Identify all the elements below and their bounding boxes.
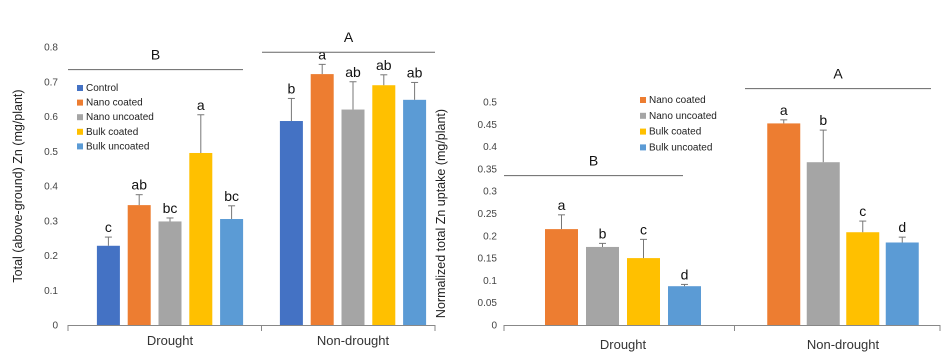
significance-letter: a (197, 97, 205, 113)
y-tick-label: 0.05 (478, 298, 498, 309)
legend-swatch (640, 144, 646, 151)
significance-letter: ab (376, 57, 392, 73)
legend-swatch (77, 99, 83, 106)
legend-swatch (77, 85, 83, 91)
group-significance-letter: A (344, 29, 354, 45)
bar (806, 162, 840, 325)
legend-label: Bulk uncoated (649, 142, 712, 153)
bar (586, 246, 619, 325)
bar (127, 205, 151, 325)
y-tick-label: 0.2 (483, 231, 497, 242)
legend-swatch (77, 128, 83, 135)
bar (310, 74, 334, 325)
significance-letter: bc (224, 188, 239, 204)
significance-letter: bc (163, 200, 178, 216)
y-tick-label: 0.1 (44, 286, 58, 297)
legend-label: Bulk uncoated (86, 141, 149, 152)
bar (846, 232, 880, 325)
significance-letter: ab (407, 64, 423, 80)
significance-letter: b (288, 80, 296, 96)
significance-letter: c (105, 219, 112, 235)
bar (341, 109, 365, 325)
legend-label: Bulk coated (649, 127, 701, 138)
y-tick-label: 0 (52, 321, 58, 332)
y-tick-label: 0.4 (44, 182, 58, 193)
y-tick-label: 0.15 (478, 254, 498, 265)
legend-label: Nano coated (649, 95, 706, 106)
y-tick-label: 0.3 (483, 187, 497, 198)
legend-label: Bulk coated (86, 127, 138, 138)
legend-swatch (640, 112, 646, 119)
y-tick-label: 0.25 (478, 209, 498, 220)
significance-letter: b (819, 112, 827, 128)
significance-letter: c (640, 221, 647, 237)
y-tick-label: 0.35 (478, 164, 498, 175)
significance-letter: ab (131, 177, 147, 193)
bar (627, 258, 660, 325)
group-significance-letter: A (833, 66, 843, 82)
significance-letter: a (780, 102, 788, 118)
group-significance-letter: B (589, 153, 598, 169)
significance-letter: b (599, 225, 607, 241)
y-tick-label: 0.1 (483, 276, 497, 287)
legend-label: Control (86, 83, 118, 94)
legend-label: Nano uncoated (649, 111, 717, 122)
y-tick-label: 0.4 (483, 142, 497, 153)
bar (668, 286, 701, 325)
legend-swatch (77, 143, 83, 150)
x-category-label: Non-drought (807, 337, 880, 352)
bar (372, 85, 396, 325)
y-tick-label: 0.5 (483, 98, 497, 109)
x-category-label: Non-drought (317, 333, 390, 348)
x-category-label: Drought (600, 337, 647, 352)
y-tick-label: 0.8 (44, 43, 58, 54)
bar (767, 123, 801, 326)
y-tick-label: 0.6 (44, 112, 58, 123)
chart-panel-total-zn: 0 0.1 0.2 0.3 0.4 0.5 0.6 0.7 0.8 Total (above-gr… (11, 29, 436, 348)
y-axis-label: Total (above-ground) Zn (mg/plant) (11, 89, 25, 282)
bar (885, 242, 919, 325)
y-tick-label: 0.7 (44, 77, 58, 88)
bar (189, 152, 213, 325)
bar (403, 99, 427, 325)
y-tick-label: 0.2 (44, 251, 58, 262)
legend-swatch (77, 114, 83, 121)
significance-letter: ab (345, 64, 361, 80)
y-tick-label: 0.3 (44, 216, 58, 227)
x-category-label: Drought (147, 333, 194, 348)
group-significance-letter: B (151, 47, 160, 63)
legend-swatch (640, 97, 646, 103)
bar (158, 221, 182, 325)
significance-letter: a (318, 46, 326, 62)
significance-letter: a (558, 197, 566, 213)
y-tick-label: 0.45 (478, 120, 498, 131)
y-axis-label: Normalized total Zn uptake (mg/plant) (434, 109, 448, 318)
bar (279, 121, 303, 325)
bar (545, 229, 578, 325)
legend-swatch (640, 128, 646, 135)
bar (96, 245, 120, 325)
significance-letter: d (898, 219, 906, 235)
bar (220, 219, 244, 325)
legend-label: Nano uncoated (86, 112, 154, 123)
legend-label: Nano coated (86, 98, 143, 109)
y-tick-label: 0 (491, 321, 497, 332)
chart-panel-normalized-zn: 0 0.05 0.1 0.15 0.2 0.25 0.3 0.35 0.4 0.45 0.5 Norm… (434, 66, 941, 352)
significance-letter: c (859, 203, 866, 219)
y-tick-label: 0.5 (44, 147, 58, 158)
significance-letter: d (681, 266, 689, 282)
